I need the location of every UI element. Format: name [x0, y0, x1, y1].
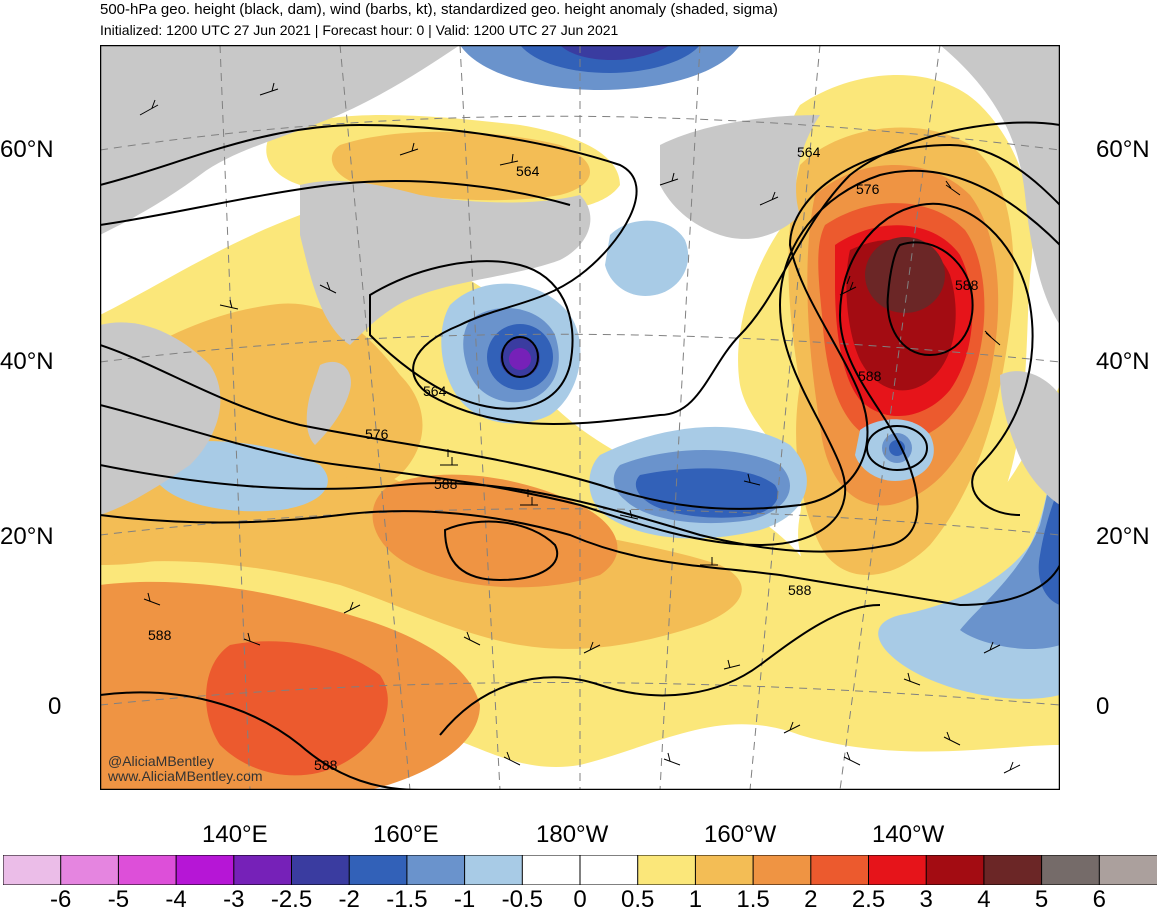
contour-label-588-c: 588	[858, 368, 882, 384]
colorbar-tick-label: -0.5	[501, 886, 543, 913]
lat-label-60n-left: 60°N	[0, 136, 54, 163]
anomaly-redorange-sw	[206, 641, 388, 776]
colorbar	[3, 855, 1157, 885]
anomaly-blue3-small-low	[889, 440, 905, 456]
colorbar-swatch	[752, 855, 812, 885]
lon-label-180w: 180°W	[536, 821, 609, 848]
lat-label-40n-left: 40°N	[0, 348, 54, 375]
colorbar-swatch	[60, 855, 120, 885]
anomaly-purple-low-central	[509, 348, 531, 370]
anomaly-core-ne	[865, 237, 945, 313]
lon-label-160e: 160°E	[373, 821, 439, 848]
colorbar-tick-label: 0.5	[621, 886, 655, 913]
contour-label-564-c: 564	[423, 383, 447, 399]
lat-label-40n-right: 40°N	[1096, 348, 1150, 375]
contour-label-576-b: 576	[365, 426, 389, 442]
contour-label-564-b: 564	[797, 144, 821, 160]
anomaly-blue2-se	[960, 425, 1060, 650]
colorbar-swatch	[637, 855, 697, 885]
land-siberia	[300, 180, 591, 345]
colorbar-tick-label: -6	[50, 886, 72, 913]
colorbar-swatch	[579, 855, 639, 885]
colorbar-tick-label: -4	[165, 886, 187, 913]
anomaly-map: 564 564 576 564 576 588 588 588 588 588 …	[100, 45, 1060, 790]
colorbar-tick-label: 1	[688, 886, 703, 913]
credit-site: www.AliciaMBentley.com	[108, 768, 263, 784]
colorbar-tick-label: 2	[804, 886, 818, 913]
contour-label-588-d: 588	[788, 582, 812, 598]
anomaly-blue3-east	[635, 468, 779, 518]
colorbar-tick-label: -3	[223, 886, 245, 913]
wind-barbs	[139, 82, 1021, 774]
contour-label-588-b: 588	[955, 277, 979, 293]
colorbar-tick-label: 0	[573, 886, 587, 913]
colorbar-tick-label: -5	[107, 886, 130, 913]
map-border	[100, 45, 1060, 790]
land-canada	[940, 45, 1060, 325]
colorbar-tick-label: -2.5	[270, 886, 313, 913]
land-asia-north	[100, 45, 460, 235]
colorbar-swatch	[348, 855, 408, 885]
colorbar-tick-label: 6	[1092, 886, 1106, 913]
lat-label-20n-right: 20°N	[1096, 523, 1150, 550]
contour-label-576-a: 576	[856, 181, 880, 197]
anomaly-blue-bering	[605, 220, 689, 296]
colorbar-tick-label: 5	[1034, 886, 1049, 913]
colorbar-swatch	[464, 855, 524, 885]
lon-label-140w: 140°W	[872, 821, 945, 848]
colorbar-swatch	[694, 855, 755, 885]
colorbar-swatch	[406, 855, 466, 885]
colorbar-tick-label: -1	[453, 886, 476, 913]
colorbar-swatch	[3, 855, 62, 885]
lat-label-20n-left: 20°N	[0, 523, 54, 550]
colorbar-swatch	[925, 855, 985, 885]
colorbar-swatch	[810, 855, 870, 885]
contour-label-564-a: 564	[516, 163, 540, 179]
colorbar-swatch	[291, 855, 351, 885]
anomaly-purple-n	[560, 45, 670, 60]
colorbar-swatch	[1041, 855, 1101, 885]
credit-handle: @AliciaMBentley	[108, 753, 215, 769]
height-contours	[100, 121, 1060, 790]
colorbar-swatch	[983, 855, 1043, 885]
colorbar-tick-label: 1.5	[736, 886, 770, 913]
lat-label-0-left: 0	[48, 693, 62, 720]
anomaly-orange-north	[331, 131, 590, 201]
colorbar-swatch	[117, 855, 178, 885]
land-alaska	[660, 115, 820, 239]
lon-label-160w: 160°W	[704, 821, 777, 848]
colorbar-swatch	[175, 855, 235, 885]
contour-label-588-a: 588	[434, 476, 458, 492]
chart-title: 500-hPa geo. height (black, dam), wind (…	[100, 1, 778, 18]
colorbar-swatch	[868, 855, 928, 885]
colorbar-tick-label: -1.5	[386, 886, 428, 913]
lat-label-0-right: 0	[1096, 693, 1110, 720]
land-pacific-nw	[1000, 371, 1060, 505]
land-japan	[306, 361, 351, 445]
colorbar-tick-label: 2.5	[851, 886, 886, 913]
colorbar-swatch	[233, 855, 293, 885]
contour-label-588-f: 588	[314, 757, 338, 773]
contour-label-588-e: 588	[148, 627, 172, 643]
lon-label-140e: 140°E	[202, 821, 268, 848]
chart-subtitle: Initialized: 1200 UTC 27 Jun 2021 | Fore…	[100, 22, 619, 38]
anomaly-blue-jet	[160, 441, 328, 512]
colorbar-tick-label: -2	[338, 886, 360, 913]
colorbar-swatch	[521, 855, 581, 885]
colorbar-swatch	[1098, 855, 1157, 885]
colorbar-tick-label: 4	[977, 886, 991, 913]
colorbar-tick-label: 3	[919, 886, 933, 913]
land-east-asia	[100, 322, 221, 515]
anomaly-blue3-se	[1038, 485, 1060, 605]
lat-label-60n-right: 60°N	[1096, 136, 1150, 163]
